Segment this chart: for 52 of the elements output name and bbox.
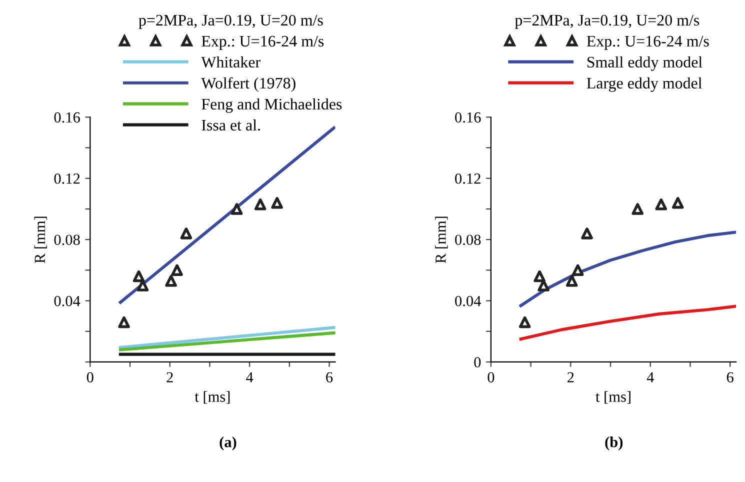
point xyxy=(118,316,130,328)
y-tick-label: 0.16 xyxy=(455,112,481,123)
line-series xyxy=(519,304,736,341)
point xyxy=(271,196,283,209)
legend-title: p=2MPa, Ja=0.19, U=20 m/s xyxy=(514,14,700,29)
y-tick-label: 0.08 xyxy=(455,234,481,246)
point xyxy=(534,270,546,282)
point xyxy=(171,264,183,276)
x-axis-title: t [ms] xyxy=(596,391,630,404)
x-tick-label: 0 xyxy=(488,372,494,382)
point xyxy=(572,264,584,276)
y-tick-label: 0.04 xyxy=(54,296,80,306)
point xyxy=(132,270,145,282)
point xyxy=(566,274,578,287)
legend-label: Whitaker xyxy=(201,56,260,68)
legend-label: Exp.: U=16-24 m/s xyxy=(586,36,709,50)
legend-label: Feng and Michaelides xyxy=(202,98,342,113)
y-tick-label: 0.12 xyxy=(455,173,480,184)
y-tick-label: 0.12 xyxy=(54,173,80,184)
point xyxy=(632,203,644,215)
point xyxy=(230,203,243,215)
x-axis-title: t [ms] xyxy=(194,391,230,404)
y-tick-label: 0.08 xyxy=(54,234,80,246)
legend-label: Issa et al. xyxy=(202,119,260,131)
point xyxy=(538,280,550,292)
y-axis-title: R [mm] xyxy=(435,216,448,264)
point xyxy=(655,198,668,210)
point xyxy=(581,228,593,240)
legend-label: Large eddy model xyxy=(586,77,702,92)
x-tick-label: 0 xyxy=(86,372,94,382)
x-tick-label: 4 xyxy=(246,372,254,382)
legend-label: Exp.: U=16-24 m/s xyxy=(202,36,324,50)
x-tick-label: 6 xyxy=(726,372,734,382)
point xyxy=(180,228,192,240)
x-tick-label: 2 xyxy=(166,372,173,382)
y-tick-label: 0.04 xyxy=(455,296,481,306)
point xyxy=(518,316,531,328)
point xyxy=(254,198,266,210)
y-tick-label: 0 xyxy=(474,357,481,368)
line-series xyxy=(519,230,736,308)
legend-title: p=2MPa, Ja=0.19, U=20 m/s xyxy=(138,14,323,29)
text: (a) xyxy=(220,436,236,450)
x-tick-label: 4 xyxy=(646,372,654,382)
legend-label: Small eddy model xyxy=(587,56,702,71)
x-tick-label: 6 xyxy=(326,372,333,382)
point xyxy=(672,196,684,209)
y-tick-label: 0.16 xyxy=(54,112,80,123)
legend-label: Wolfert (1978) xyxy=(201,77,296,92)
text: (b) xyxy=(605,436,623,450)
point xyxy=(165,274,177,287)
y-axis-title: R [mm] xyxy=(34,216,47,264)
x-tick-label: 2 xyxy=(568,372,574,382)
